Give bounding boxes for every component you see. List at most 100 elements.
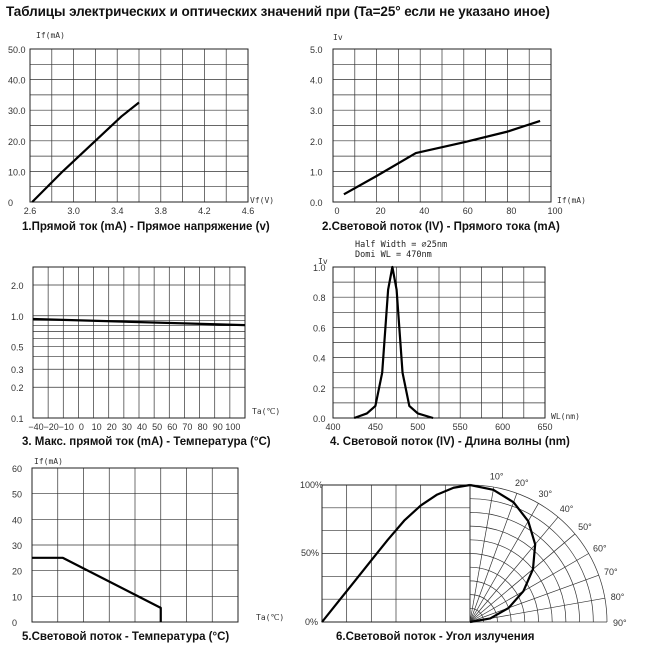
plot-frame-3 xyxy=(32,266,246,419)
series-line-2 xyxy=(343,119,541,196)
x-tick-label: 10 xyxy=(92,422,102,432)
x-tick-label: 80 xyxy=(198,422,208,432)
polar-radial xyxy=(469,553,589,623)
x-tick-label: 3.4 xyxy=(111,206,124,216)
polar-radial xyxy=(469,533,576,623)
x-tick-label: 80 xyxy=(506,206,516,216)
chart4-caption: 4. Световой поток (IV) - Длина волны (nm… xyxy=(330,436,570,448)
polar-radial xyxy=(469,503,539,623)
y-tick-label: 10 xyxy=(12,592,22,602)
y-tick-label: 40.0 xyxy=(8,76,26,86)
angle-tick-label: 80° xyxy=(611,592,625,602)
x-tick-label: 600 xyxy=(495,422,510,432)
y-tick-label: 20 xyxy=(12,567,22,577)
y-tick-label: 0.3 xyxy=(11,365,24,375)
angle-tick-label: 90° xyxy=(613,618,627,628)
x-tick-label: 40 xyxy=(137,422,147,432)
y-tick-label: 2.0 xyxy=(310,137,323,147)
dominant-wavelength-note: Domi WL = 470nm xyxy=(355,250,432,260)
plot-frame-5 xyxy=(31,467,239,623)
y-tick-label: 60 xyxy=(12,464,22,474)
x-tick-label: 40 xyxy=(419,206,429,216)
angle-tick-label: 10° xyxy=(490,471,504,481)
x-tick-label: 500 xyxy=(410,422,425,432)
y-tick-label: 1.0 xyxy=(11,312,24,322)
plot-frame-2 xyxy=(332,48,552,203)
x-tick-label: 450 xyxy=(368,422,383,432)
angle-tick-label: 20° xyxy=(515,478,529,488)
y-tick-label: 20.0 xyxy=(8,137,26,147)
x-tick-label: 30 xyxy=(122,422,132,432)
series-line-5 xyxy=(32,556,162,622)
x-tick-label: 60 xyxy=(167,422,177,432)
polar-radial xyxy=(469,516,559,623)
y-tick-label: 50 xyxy=(12,490,22,500)
chart5-caption: 5.Световой поток - Температура (°C) xyxy=(22,631,230,643)
x-tick-label: 70 xyxy=(182,422,192,432)
angle-tick-label: 70° xyxy=(604,567,618,577)
angle-tick-label: 50° xyxy=(578,522,592,532)
y-tick-label: 4.0 xyxy=(310,76,323,86)
polar-arc xyxy=(469,566,526,623)
x-tick-label: −40 xyxy=(28,422,43,432)
x-tick-label: 50 xyxy=(152,422,162,432)
y-tick-label: 0.8 xyxy=(313,293,326,303)
x-tick-label: 20 xyxy=(376,206,386,216)
y-tick-label: 1.0 xyxy=(310,167,323,177)
x-tick-label: −20 xyxy=(44,422,59,432)
y-tick-label: 10.0 xyxy=(8,167,26,177)
x-axis-label: Vf(V) xyxy=(250,196,274,205)
y-tick-label: 0.4 xyxy=(313,354,326,364)
series-line-4 xyxy=(353,265,434,420)
y-tick-label: 5.0 xyxy=(310,45,323,55)
x-tick-label: 90 xyxy=(213,422,223,432)
page-title: Таблицы электрических и оптических значе… xyxy=(6,4,550,19)
y-axis-label: Iv xyxy=(333,33,343,42)
x-tick-label: 400 xyxy=(325,422,340,432)
y-tick-label: 0% xyxy=(305,617,318,627)
y-tick-label: 0 xyxy=(12,618,17,628)
y-tick-label: 1.0 xyxy=(313,263,326,273)
x-axis-label: If(mA) xyxy=(557,196,586,205)
y-tick-label: 30.0 xyxy=(8,106,26,116)
y-tick-label: 100% xyxy=(300,480,323,490)
y-tick-label: 0.5 xyxy=(11,343,24,353)
chart3-caption: 3. Макс. прямой ток (mA) - Температура (… xyxy=(22,436,271,448)
y-tick-label: 50% xyxy=(301,548,319,558)
polar-radial xyxy=(469,487,495,623)
x-tick-label: 20 xyxy=(107,422,117,432)
x-tick-label: 3.8 xyxy=(155,206,168,216)
angle-tick-label: 40° xyxy=(560,504,574,514)
polar-arc xyxy=(469,498,594,623)
x-tick-label: 550 xyxy=(453,422,468,432)
plot-frame-1 xyxy=(29,48,249,203)
y-tick-label: 0.2 xyxy=(11,383,24,393)
y-tick-label: 30 xyxy=(12,541,22,551)
x-tick-label: 60 xyxy=(463,206,473,216)
series-line-3 xyxy=(32,317,246,327)
x-tick-label: −10 xyxy=(59,422,74,432)
polar-radial xyxy=(469,493,518,623)
y-tick-label: 0.2 xyxy=(313,384,326,394)
y-tick-label: 2.0 xyxy=(11,281,24,291)
series-line-6-polar xyxy=(469,483,537,624)
polar-radial xyxy=(469,574,599,623)
y-tick-label: 0.1 xyxy=(11,414,24,424)
chart1-caption: 1.Прямой ток (mA) - Прямое напряжение (v… xyxy=(22,221,270,233)
polar-arc xyxy=(469,539,553,623)
x-tick-label: 650 xyxy=(537,422,552,432)
chart6-caption: 6.Световой поток - Угол излучения xyxy=(336,631,535,643)
half-width-note: Half Width = ⌀25nm xyxy=(355,240,447,250)
y-tick-label: 0.6 xyxy=(313,323,326,333)
chart2-caption: 2.Световой поток (IV) - Прямого тока (mA… xyxy=(322,221,560,233)
y-axis-label: Iv xyxy=(318,257,328,266)
y-tick-label: 3.0 xyxy=(310,106,323,116)
x-axis-label: Ta(℃) xyxy=(252,407,280,416)
x-tick-label: 0 xyxy=(334,206,339,216)
polar-arc xyxy=(469,512,580,623)
y-tick-label: 0 xyxy=(8,198,13,208)
y-tick-label: 50.0 xyxy=(8,45,26,55)
y-tick-label: 40 xyxy=(12,515,22,525)
polar-arc xyxy=(469,594,498,623)
